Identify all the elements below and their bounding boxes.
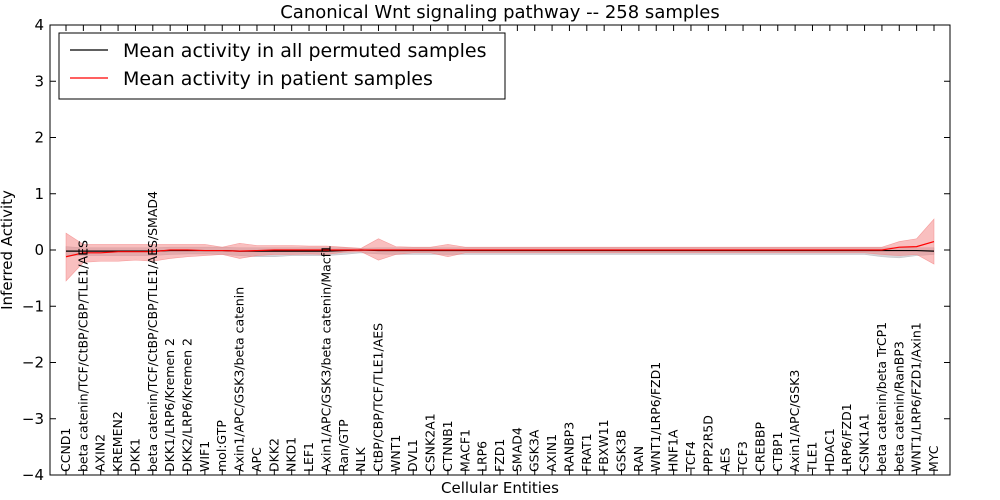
category-label: LEF1 [301,442,316,472]
category-label: MACF1 [457,429,472,472]
category-label: MYC [926,445,941,472]
y-tick-label: −4 [22,466,44,484]
category-label: NLK [353,447,368,472]
category-label: AES [718,448,733,472]
chart-title: Canonical Wnt signaling pathway -- 258 s… [280,2,720,23]
category-label: Ran/GTP [336,419,351,472]
category-label: HDAC1 [822,428,837,472]
category-label: FRAT1 [579,433,594,472]
y-tick-label: −3 [22,410,44,428]
category-label: TCF4 [683,441,698,473]
category-label: Axin1/APC/GSK3 [787,370,802,472]
category-label: RANBP3 [561,422,576,472]
category-label: beta catenin/TCF/CtBP/CBP/TLE1/AES/SMAD4 [145,191,160,472]
category-label: CTBP1 [770,432,785,472]
y-tick-label: 1 [34,185,44,203]
category-label: Axin1/APC/GSK3/beta catenin/Macf1 [318,245,333,472]
category-label: WNT1 [388,435,403,472]
category-label: SMAD4 [509,427,524,472]
category-label: APC [249,447,264,472]
y-axis-title: Inferred Activity [0,190,16,310]
category-label: LRP6/FZD1 [839,403,854,472]
y-tick-label: 4 [34,16,44,34]
x-axis-ticks [65,25,935,475]
category-label: beta catenin/RanBP3 [891,341,906,472]
category-label: beta catenin/beta TrCP1 [874,322,889,472]
x-axis-title: Cellular Entities [441,479,559,497]
category-label: RAN [631,446,646,472]
category-label: Axin1/APC/GSK3/beta catenin [232,287,247,472]
category-label: NKD1 [284,437,299,472]
category-label: PPP2R5D [700,415,715,472]
legend: Mean activity in all permuted samples Me… [58,32,506,100]
category-label: DKK1 [127,438,142,472]
category-label: AXIN2 [93,434,108,472]
category-label: GSK3A [527,429,542,472]
category-label: GSK3B [614,430,629,472]
category-labels: CCND1 beta catenin/TCF/CtBP/CBP/TLE1/AES A… [58,191,941,473]
category-label: TCF3 [735,441,750,473]
legend-label-permuted: Mean activity in all permuted samples [123,40,486,62]
y-tick-label: −2 [22,354,44,372]
category-label: beta catenin/TCF/CtBP/CBP/TLE1/AES [75,240,90,472]
category-label: CSNK2A1 [423,413,438,472]
category-label: DKK1/LRP6/Kremen 2 [162,338,177,472]
category-label: mol:GTP [214,420,229,472]
category-label: DVL1 [405,439,420,472]
category-label: KREMEN2 [110,411,125,472]
category-label: AXIN1 [544,434,559,472]
category-label: CSNK1A1 [857,413,872,472]
category-label: CCND1 [58,428,73,472]
y-tick-label: 2 [34,129,44,147]
series-line-patient [65,240,935,258]
category-label: WIF1 [197,441,212,472]
category-label: CTNNB1 [440,420,455,472]
category-label: FZD1 [492,439,507,472]
y-axis-ticks: −4 −3 −2 −1 0 1 2 3 4 [22,16,950,484]
series-lines [65,240,935,258]
category-label: WNT1/LRP6/FZD1 [648,362,663,472]
category-label: DKK2/LRP6/Kremen 2 [180,338,195,472]
y-tick-label: 0 [34,241,44,259]
plot-frame [49,24,951,476]
category-label: LRP6 [475,441,490,472]
category-label: CREBBP [752,422,767,472]
category-label: WNT1/LRP6/FZD1/Axin1 [909,322,924,472]
category-label: HNF1A [666,429,681,472]
category-label: CtBP/CBP/TCF/TLE1/AES [370,323,385,472]
legend-box [58,32,506,100]
legend-label-patient: Mean activity in patient samples [123,68,433,90]
category-label: FBXW11 [596,419,611,472]
category-label: DKK2 [266,438,281,472]
y-tick-label: −1 [22,297,44,315]
y-tick-label: 3 [34,72,44,90]
category-label: TLE1 [804,442,819,473]
